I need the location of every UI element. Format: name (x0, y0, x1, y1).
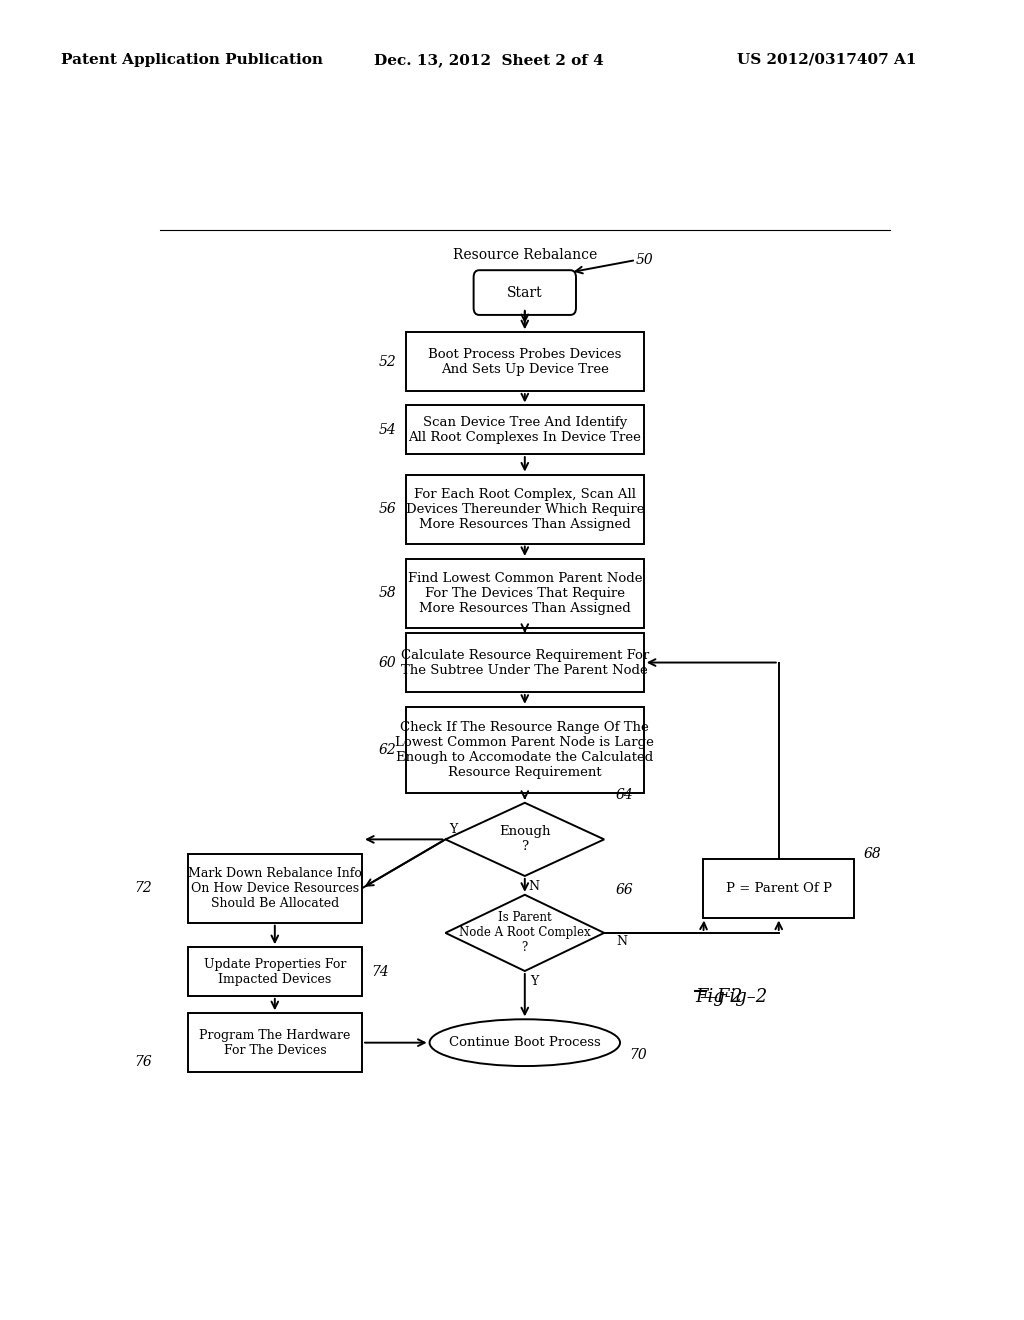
Polygon shape (445, 803, 604, 876)
Text: N: N (616, 935, 627, 948)
Bar (703, 859, 854, 917)
Text: Continue Boot Process: Continue Boot Process (449, 1036, 601, 1049)
Text: 74: 74 (372, 965, 389, 978)
Text: Mark Down Rebalance Info
On How Device Resources
Should Be Allocated: Mark Down Rebalance Info On How Device R… (187, 867, 361, 909)
Text: Fig-2: Fig-2 (695, 987, 742, 1006)
Text: P = Parent Of P: P = Parent Of P (726, 882, 831, 895)
Text: Resource Rebalance: Resource Rebalance (453, 248, 597, 261)
Bar (406, 474, 644, 544)
Text: N: N (528, 879, 540, 892)
Text: 50: 50 (636, 253, 653, 267)
Text: 72: 72 (134, 882, 152, 895)
Text: Dec. 13, 2012  Sheet 2 of 4: Dec. 13, 2012 Sheet 2 of 4 (374, 53, 603, 67)
Text: —Fig–2: —Fig–2 (699, 987, 768, 1006)
Bar (187, 948, 362, 995)
Text: US 2012/0317407 A1: US 2012/0317407 A1 (737, 53, 916, 67)
Text: 54: 54 (379, 422, 396, 437)
Text: Boot Process Probes Devices
And Sets Up Device Tree: Boot Process Probes Devices And Sets Up … (428, 347, 622, 376)
Text: Enough
?: Enough ? (499, 825, 551, 854)
Text: Calculate Resource Requirement For
The Subtree Under The Parent Node: Calculate Resource Requirement For The S… (400, 648, 649, 677)
Text: Check If The Resource Range Of The
Lowest Common Parent Node is Large
Enough to : Check If The Resource Range Of The Lowes… (395, 721, 654, 779)
Text: For Each Root Complex, Scan All
Devices Thereunder Which Require
More Resources : For Each Root Complex, Scan All Devices … (406, 487, 644, 531)
Text: 52: 52 (379, 355, 396, 368)
Bar (406, 706, 644, 793)
Polygon shape (445, 895, 604, 972)
Text: Update Properties For
Impacted Devices: Update Properties For Impacted Devices (204, 957, 346, 986)
FancyBboxPatch shape (474, 271, 575, 315)
Text: Y: Y (450, 822, 458, 836)
Text: Start: Start (507, 285, 543, 300)
Text: Scan Device Tree And Identify
All Root Complexes In Device Tree: Scan Device Tree And Identify All Root C… (409, 416, 641, 444)
Bar (187, 1014, 362, 1072)
Text: Program The Hardware
For The Devices: Program The Hardware For The Devices (199, 1028, 350, 1057)
Text: 58: 58 (379, 586, 396, 601)
Ellipse shape (430, 1019, 620, 1067)
Bar (406, 405, 644, 454)
Text: 76: 76 (134, 1055, 152, 1069)
Text: 64: 64 (615, 788, 633, 801)
Text: Y: Y (530, 974, 539, 987)
Bar (406, 558, 644, 628)
Text: 56: 56 (379, 502, 396, 516)
Text: 68: 68 (863, 846, 882, 861)
Text: Patent Application Publication: Patent Application Publication (61, 53, 324, 67)
Text: 62: 62 (379, 743, 396, 756)
Text: 70: 70 (630, 1048, 647, 1061)
Text: Find Lowest Common Parent Node
For The Devices That Require
More Resources Than : Find Lowest Common Parent Node For The D… (408, 572, 642, 615)
Text: 60: 60 (379, 656, 396, 669)
Bar (406, 634, 644, 692)
Text: Is Parent
Node A Root Complex
?: Is Parent Node A Root Complex ? (459, 911, 591, 954)
Bar (406, 333, 644, 391)
Text: 66: 66 (615, 883, 633, 896)
Bar (187, 854, 362, 923)
